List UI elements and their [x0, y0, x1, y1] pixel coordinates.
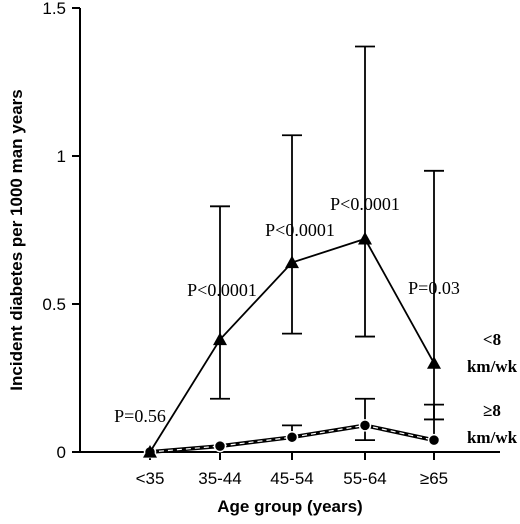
triangle-marker	[427, 356, 441, 369]
series-labels: <8 km/wk ≥8 km/wk	[467, 330, 518, 447]
series-label: km/wk	[467, 357, 518, 376]
circle-marker	[427, 433, 441, 447]
circle-marker	[213, 439, 227, 453]
series-over-8	[143, 397, 444, 459]
series-label: ≥8	[483, 401, 501, 420]
series-label: km/wk	[467, 428, 518, 447]
y-ticks: 0 0.5 1 1.5	[42, 0, 80, 462]
series-under-8	[143, 45, 444, 458]
series-group	[143, 45, 444, 459]
triangle-marker	[143, 445, 157, 458]
x-tick-label: <35	[136, 469, 165, 488]
circle-marker	[358, 419, 372, 432]
triangle-marker	[213, 332, 227, 346]
y-tick-label: 0.5	[42, 295, 66, 314]
x-tick-label: 55-64	[343, 469, 386, 488]
x-tick-label: 45-54	[270, 469, 313, 488]
y-axis-title: Incident diabetes per 1000 man years	[7, 89, 26, 390]
x-tick-label: 35-44	[198, 469, 241, 488]
x-axis-title: Age group (years)	[217, 497, 362, 516]
series-line-dash	[149, 424, 435, 453]
p-value-annotations: P=0.56 P<0.0001 P<0.0001 P<0.0001 P=0.03	[114, 194, 460, 426]
x-ticks: <35 35-44 45-54 55-64 ≥65	[136, 452, 448, 488]
p-value-label: P<0.0001	[187, 280, 257, 300]
p-value-label: P=0.56	[114, 406, 166, 426]
p-value-label: P<0.0001	[265, 220, 335, 240]
y-tick-label: 1.5	[42, 0, 66, 18]
p-value-label: P<0.0001	[330, 194, 400, 214]
series-label: <8	[483, 330, 501, 349]
p-value-label: P=0.03	[408, 278, 460, 298]
y-tick-label: 0	[57, 443, 66, 462]
triangle-marker	[285, 255, 299, 269]
circle-marker	[285, 430, 299, 444]
triangle-marker	[358, 231, 372, 245]
y-tick-label: 1	[57, 147, 66, 166]
x-tick-label: ≥65	[420, 469, 448, 488]
